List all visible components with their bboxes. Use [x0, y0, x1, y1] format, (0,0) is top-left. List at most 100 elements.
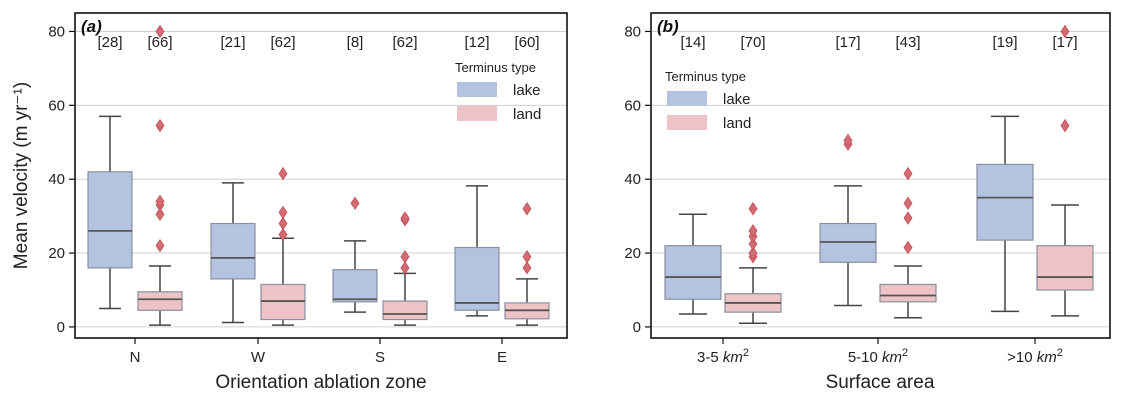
x-tick-label: S — [375, 349, 385, 366]
box-land-3 — [504, 202, 550, 326]
sample-count-lake: [19] — [992, 34, 1017, 51]
outlier-point — [903, 240, 913, 255]
sample-count-lake: [28] — [97, 34, 122, 51]
outlier-point — [748, 246, 758, 260]
outlier-point — [522, 202, 532, 216]
sample-count-lake: [21] — [220, 34, 245, 51]
outlier-point — [400, 261, 410, 275]
panel-label: (a) — [81, 17, 102, 36]
y-tick-label: 60 — [624, 97, 641, 114]
outlier-point — [748, 224, 758, 238]
legend-label-lake: lake — [723, 91, 751, 108]
outlier-point — [843, 133, 853, 148]
outlier-point — [400, 250, 410, 264]
legend-swatch-lake — [457, 82, 497, 97]
box-lake-2 — [332, 196, 378, 313]
x-tick-label-superscript: 2 — [743, 347, 749, 359]
sample-count-land: [62] — [392, 34, 417, 51]
x-tick-label-superscript: 2 — [1057, 347, 1063, 359]
sample-count-land: [70] — [740, 34, 765, 51]
legend: Terminus type lake land — [665, 69, 751, 132]
sample-count-land: [66] — [147, 34, 172, 51]
sample-count-lake: [12] — [464, 34, 489, 51]
outlier-point — [748, 202, 758, 216]
x-tick-label: E — [497, 349, 507, 366]
box-land-0 — [137, 24, 183, 326]
box-iqr — [332, 269, 378, 303]
x-tick-label: W — [251, 349, 266, 366]
box-land-2 — [1036, 24, 1094, 317]
x-tick-label-prefix: 5-10 — [848, 349, 882, 366]
y-tick-label: 80 — [48, 23, 65, 40]
outlier-point — [350, 196, 360, 210]
legend-title: Terminus type — [665, 69, 746, 84]
legend-swatch-land — [457, 106, 497, 121]
y-tick-label: 20 — [624, 245, 641, 262]
box-lake-3 — [454, 185, 500, 317]
box-lake-1 — [819, 133, 877, 307]
y-axis-label: Mean velocity (m yr⁻¹) — [11, 82, 32, 269]
box-iqr — [819, 222, 877, 263]
y-tick-label: 40 — [624, 171, 641, 188]
plot-frame — [650, 12, 1111, 339]
outlier-point — [155, 118, 165, 133]
box-land-1 — [879, 166, 937, 319]
box-iqr — [137, 291, 183, 311]
x-axis-label: Orientation ablation zone — [215, 372, 426, 393]
legend: Terminus type lake land — [455, 60, 541, 123]
box-iqr — [382, 300, 428, 321]
outlier-point — [522, 261, 532, 275]
box-iqr — [260, 283, 306, 321]
box-iqr — [87, 171, 133, 269]
outlier-point — [155, 238, 165, 253]
panel-a: [28] [21] [8] [12] [66] [62] [62] [60] Terminus … — [11, 12, 568, 393]
box-land-2 — [382, 211, 428, 326]
x-tick-label: 5-10 km2 — [848, 347, 908, 366]
legend-swatch-lake — [667, 91, 707, 106]
x-tick-label-superscript: 2 — [902, 347, 908, 359]
legend-label-land: land — [513, 106, 541, 123]
y-tick-label: 60 — [48, 97, 65, 114]
outlier-point — [903, 166, 913, 181]
outlier-point — [903, 196, 913, 210]
x-tick-label-unit: km — [723, 349, 743, 366]
panel-label: (b) — [657, 17, 679, 36]
y-tick-label: 0 — [633, 319, 641, 336]
box-lake-1 — [210, 182, 256, 324]
sample-count-land: [62] — [270, 34, 295, 51]
y-tick-label: 40 — [48, 171, 65, 188]
sample-count-lake: [14] — [680, 34, 705, 51]
box-lake-0 — [87, 115, 133, 310]
box-iqr — [664, 245, 722, 300]
legend-label-land: land — [723, 115, 751, 132]
x-tick-label: N — [130, 349, 141, 366]
box-land-0 — [724, 202, 782, 324]
y-tick-label: 80 — [624, 23, 641, 40]
y-tick-label: 0 — [57, 319, 65, 336]
outlier-point — [1060, 24, 1070, 39]
legend-title: Terminus type — [455, 60, 536, 75]
x-tick-label: 3-5 km2 — [697, 347, 749, 366]
sample-count-land: [43] — [895, 34, 920, 51]
x-axis-label: Surface area — [826, 372, 935, 393]
sample-count-lake: [17] — [835, 34, 860, 51]
box-lake-0 — [664, 213, 722, 315]
legend-swatch-land — [667, 115, 707, 130]
outlier-point — [155, 207, 165, 221]
plot-frame — [74, 12, 568, 339]
outlier-point — [522, 250, 532, 264]
box-iqr — [879, 283, 937, 303]
box-land-1 — [260, 166, 306, 326]
x-tick-label-prefix: 3-5 — [697, 349, 723, 366]
outlier-point — [1060, 118, 1070, 133]
box-iqr — [210, 222, 256, 280]
x-tick-label-unit: km — [1037, 349, 1057, 366]
x-tick-label: >10 km2 — [1007, 347, 1063, 366]
panel-b: [14] [17] [19] [70] [43] [17] Terminus type lak… — [624, 12, 1111, 393]
sample-count-land: [17] — [1052, 34, 1077, 51]
y-tick-label: 20 — [48, 245, 65, 262]
outlier-point — [278, 216, 288, 231]
box-iqr — [1036, 245, 1094, 291]
sample-count-lake: [8] — [347, 34, 364, 51]
